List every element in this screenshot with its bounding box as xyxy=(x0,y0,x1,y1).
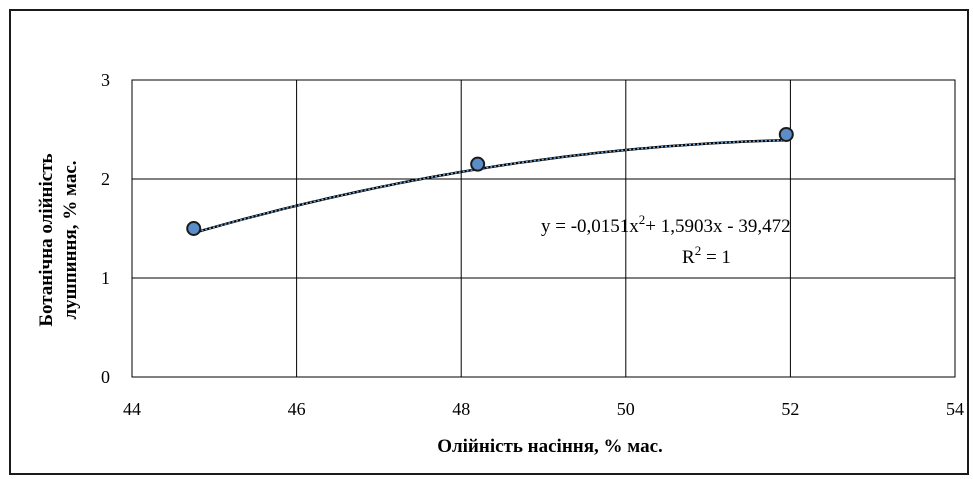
y-axis-title-line-2: лушпиння, % мас. xyxy=(60,160,81,319)
y-tick-labels: 0 1 2 3 xyxy=(101,70,110,387)
trendline-equation: y = -0,0151x2+ 1,5903x - 39,472 xyxy=(541,212,791,237)
y-axis-title: Ботанічна олійність лушпиння, % мас. xyxy=(36,153,81,326)
series-layer xyxy=(186,126,794,236)
x-tick-label: 48 xyxy=(452,399,470,419)
plot-area xyxy=(131,79,956,378)
x-tick-label: 50 xyxy=(617,399,635,419)
y-tick-label: 1 xyxy=(101,268,110,288)
y-tick-label: 3 xyxy=(101,70,110,90)
chart-frame xyxy=(9,9,969,475)
x-tick-label: 52 xyxy=(781,399,799,419)
data-point xyxy=(470,156,486,172)
x-axis-title: Олійність насіння, % мас. xyxy=(437,436,663,457)
x-tick-label: 54 xyxy=(946,399,964,419)
r-squared-label: R2 = 1 xyxy=(682,243,731,268)
x-tick-label: 46 xyxy=(288,399,306,419)
x-tick-label: 44 xyxy=(123,399,141,419)
plot-border xyxy=(131,79,956,378)
y-axis-title-line-1: Ботанічна олійність xyxy=(36,153,57,326)
y-tick-label: 0 xyxy=(101,367,110,387)
data-point xyxy=(778,126,794,142)
x-tick-labels: 44 46 48 50 52 54 xyxy=(123,399,964,419)
series-line xyxy=(193,138,787,235)
data-point xyxy=(186,221,202,236)
y-tick-label: 2 xyxy=(101,169,110,189)
